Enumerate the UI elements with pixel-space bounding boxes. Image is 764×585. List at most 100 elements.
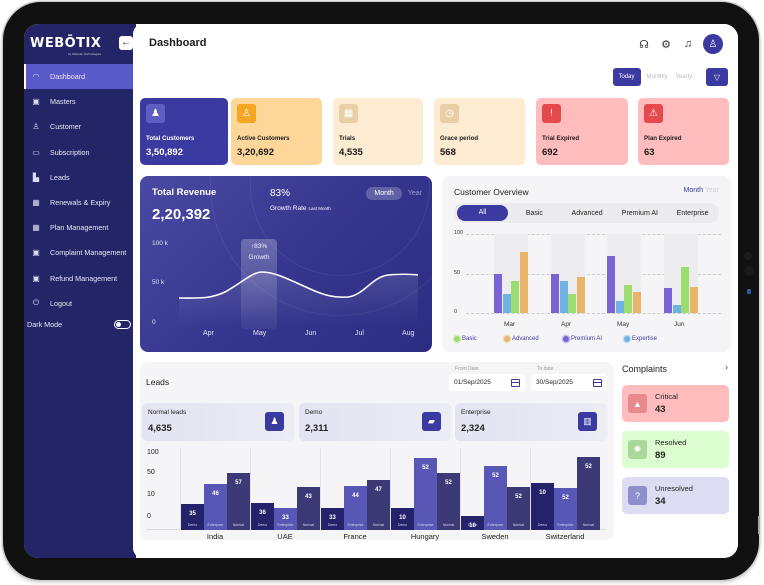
overview-month-button[interactable]: Month <box>683 187 704 194</box>
bar-demo[interactable]: 35 Demo <box>181 504 204 530</box>
calendar-icon[interactable] <box>511 378 520 387</box>
tab-advanced[interactable]: Advanced <box>571 209 603 217</box>
bar-premium-ai[interactable] <box>607 256 615 313</box>
tab-basic[interactable]: Basic <box>525 209 543 217</box>
lead-card-demo[interactable]: Demo 2,311 ▰ <box>299 403 451 441</box>
sidebar-item-masters[interactable]: ▣ Masters <box>24 89 136 114</box>
range-today-button[interactable]: Today <box>612 68 641 86</box>
to-date-input[interactable]: 30/Sep/2025 <box>531 374 607 391</box>
bar-enterprise[interactable]: 44 Enterprise <box>344 486 367 530</box>
tab-premium-ai[interactable]: Premium AI <box>621 209 658 217</box>
stat-card-trials[interactable]: ▦ Trials 4,535 <box>333 98 423 165</box>
side-button <box>758 516 760 534</box>
stat-card-total-customers[interactable]: ♟ Total Customers 3,50,892 <box>140 98 228 165</box>
legend-item[interactable]: Premium AI <box>563 336 602 342</box>
bar-enterprise[interactable]: 52 Enterprise <box>554 488 577 530</box>
legend-dot-icon <box>563 336 569 342</box>
bar-expertise[interactable] <box>615 301 624 313</box>
tab-enterprise[interactable]: Enterprise <box>676 209 709 217</box>
sidebar-item-leads[interactable]: ▙ Leads <box>24 165 136 190</box>
bar-advanced[interactable] <box>689 286 698 313</box>
bar-premium-ai[interactable] <box>551 273 559 313</box>
sidebar-item-complaint-management[interactable]: ▣ Complaint Management <box>24 240 136 265</box>
bar-enterprise[interactable]: 46 Enterprise <box>204 484 227 530</box>
from-date-input[interactable]: 01/Sep/2025 <box>449 374 525 391</box>
legend-item[interactable]: Advanced <box>504 336 539 342</box>
bell-icon[interactable]: ♫ <box>683 38 693 50</box>
bar-basic[interactable] <box>681 267 689 313</box>
bar-enterprise[interactable]: 52 Enterprise <box>414 458 437 530</box>
filter-icon[interactable]: ▽ <box>706 68 728 86</box>
bar-normal[interactable]: 52 Normal <box>577 457 600 530</box>
bar-label: Demo <box>257 523 268 527</box>
bar-value: 47 <box>375 487 382 493</box>
range-yearly-button[interactable]: Yearly <box>675 74 692 80</box>
bar-demo[interactable]: 36 Demo <box>251 503 274 530</box>
bar-demo[interactable]: 10 Demo <box>391 508 414 530</box>
complaint-card-resolved[interactable]: ✺ Resolved 89 <box>622 431 729 468</box>
overview-year-button[interactable]: Year <box>704 187 719 194</box>
complaint-card-unresolved[interactable]: ? Unresolved 34 <box>622 477 729 514</box>
chevron-right-icon[interactable]: › <box>725 362 728 372</box>
sidebar-item-logout[interactable]: ⏻ Logout <box>24 291 136 316</box>
stat-card-grace-period[interactable]: ◷ Grace period 568 <box>434 98 525 165</box>
bar-premium-ai[interactable] <box>494 273 502 313</box>
bar-expertise[interactable] <box>502 294 511 313</box>
y-tick: 50 k <box>152 279 165 286</box>
bar-normal[interactable]: 43 Normal <box>297 487 320 530</box>
stat-card-trial-expired[interactable]: ! Trial Expired 692 <box>536 98 628 165</box>
sidebar-item-customer[interactable]: ♙ Customer <box>24 114 136 139</box>
bar-basic[interactable] <box>624 284 632 313</box>
bar-basic[interactable] <box>511 280 519 313</box>
camera-indicator <box>747 289 751 294</box>
sidebar-item-plan-management[interactable]: ▦ Plan Management <box>24 215 136 240</box>
bar-normal[interactable]: 52 Normal <box>507 487 530 530</box>
complaint-card-critical[interactable]: ▲ Critical 43 <box>622 385 729 422</box>
bar-demo[interactable]: 10 Demo <box>461 516 484 530</box>
collapse-sidebar-button[interactable]: ← <box>119 36 133 50</box>
gear-icon[interactable]: ⚙ <box>661 38 671 51</box>
bar-advanced[interactable] <box>576 277 585 313</box>
bar-label: Normal <box>442 523 455 527</box>
bar-expertise[interactable] <box>672 305 681 313</box>
bar-enterprise[interactable]: 52 Enterprise <box>484 466 507 530</box>
lead-card-normal-leads[interactable]: Normal leads 4,635 ♟ <box>142 403 294 441</box>
tab-all[interactable]: All <box>457 205 508 221</box>
bar-expertise[interactable] <box>559 281 568 313</box>
lead-card-value: 2,324 <box>461 423 485 434</box>
range-monthly-button[interactable]: Monthly <box>646 74 668 80</box>
stat-value: 692 <box>542 147 558 158</box>
revenue-year-button[interactable]: Year <box>407 190 422 197</box>
support-icon[interactable]: ☊ <box>639 38 649 51</box>
x-tick: May <box>253 330 267 337</box>
sidebar-item-refund-management[interactable]: ▣ Refund Management <box>24 266 136 291</box>
legend-item[interactable]: Basic <box>454 336 477 342</box>
y-tick: 0 <box>454 309 458 315</box>
avatar[interactable]: ♙ <box>703 34 723 54</box>
lead-card-enterprise[interactable]: Enterprise 2,324 ▥ <box>455 403 607 441</box>
bar-basic[interactable] <box>568 294 576 313</box>
logo-tagline: by Webotix Technologies <box>68 52 102 56</box>
bar-normal[interactable]: 57 Normal <box>227 473 250 530</box>
bar-normal[interactable]: 52 Normal <box>437 473 460 530</box>
bar-demo[interactable]: 10 Demo <box>531 483 554 530</box>
growth-tooltip: ↑83% Growth <box>241 241 277 263</box>
stat-card-plan-expired[interactable]: ⚠ Plan Expired 63 <box>638 98 729 165</box>
revenue-month-button[interactable]: Month <box>366 187 402 200</box>
bar-value: 52 <box>445 480 452 486</box>
bar-advanced[interactable] <box>632 291 641 313</box>
bar-enterprise[interactable]: 33 Enterprise <box>274 508 297 530</box>
dark-mode-toggle[interactable] <box>114 320 131 329</box>
bar-normal[interactable]: 47 Normal <box>367 480 390 530</box>
bar-premium-ai[interactable] <box>664 287 672 313</box>
bar-label: Demo <box>537 523 548 527</box>
sidebar-item-dashboard[interactable]: ◠ Dashboard <box>24 64 136 90</box>
question-icon: ? <box>628 486 647 505</box>
calendar-icon[interactable] <box>593 378 602 387</box>
sidebar-item-renewals-expiry[interactable]: ▦ Renewals & Expiry <box>24 190 136 215</box>
sidebar-item-subscription[interactable]: ▭ Subscription <box>24 140 136 165</box>
bar-demo[interactable]: 33 Demo <box>321 508 344 530</box>
bar-advanced[interactable] <box>519 252 528 313</box>
legend-item[interactable]: Expertise <box>624 336 657 342</box>
stat-card-active-customers[interactable]: ♙ Active Customers 3,20,692 <box>231 98 322 165</box>
